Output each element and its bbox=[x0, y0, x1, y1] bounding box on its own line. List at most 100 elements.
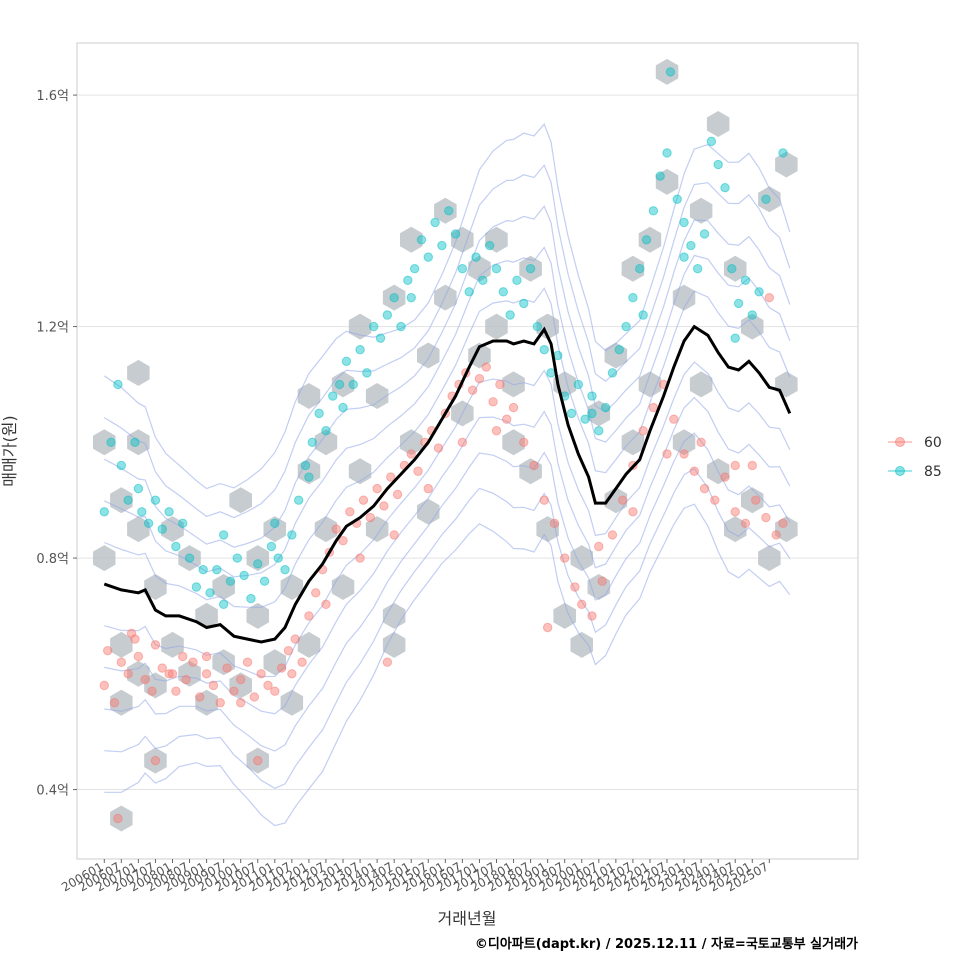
point-60 bbox=[242, 657, 253, 667]
point-85 bbox=[600, 402, 611, 413]
hexbin-cell bbox=[655, 58, 679, 85]
point-85 bbox=[178, 518, 188, 529]
point-85 bbox=[205, 588, 215, 598]
point-60 bbox=[457, 437, 468, 448]
hexbin-cell bbox=[553, 602, 576, 629]
point-60 bbox=[140, 674, 150, 685]
hexbin-cell bbox=[758, 186, 781, 213]
point-85 bbox=[416, 235, 427, 245]
point-60 bbox=[256, 669, 266, 679]
point-85 bbox=[587, 408, 597, 419]
hexbin-cell bbox=[741, 487, 764, 514]
point-60 bbox=[467, 385, 478, 395]
point-60 bbox=[617, 495, 628, 505]
hexbin-cell bbox=[314, 516, 338, 543]
point-60 bbox=[133, 651, 144, 662]
point-85 bbox=[116, 460, 127, 471]
point-85 bbox=[266, 541, 277, 552]
hexbin-cell bbox=[212, 574, 235, 600]
point-60 bbox=[304, 611, 314, 621]
point-60 bbox=[662, 449, 672, 459]
point-60 bbox=[102, 645, 113, 656]
point-85 bbox=[730, 333, 740, 343]
point-60 bbox=[270, 686, 280, 696]
point-60 bbox=[188, 657, 198, 667]
point-85 bbox=[375, 333, 386, 343]
density-contour bbox=[104, 432, 791, 752]
point-85 bbox=[113, 379, 123, 390]
point-85 bbox=[382, 310, 393, 320]
point-85 bbox=[355, 345, 365, 355]
point-60 bbox=[696, 437, 706, 448]
point-85 bbox=[621, 321, 631, 332]
point-60 bbox=[778, 518, 788, 529]
hexbin-cell bbox=[93, 429, 116, 456]
point-60 bbox=[669, 414, 679, 424]
point-60 bbox=[481, 362, 491, 372]
point-60 bbox=[386, 472, 396, 482]
density-contour bbox=[103, 123, 791, 490]
median-line-layer bbox=[103, 324, 792, 644]
hexbin-cell bbox=[570, 545, 593, 572]
point-85 bbox=[321, 426, 331, 436]
point-85 bbox=[662, 148, 672, 158]
point-60 bbox=[355, 553, 365, 563]
y-tick-label: 0.8억 bbox=[36, 552, 69, 567]
legend: 60 85 bbox=[888, 435, 942, 480]
point-60 bbox=[164, 669, 174, 679]
y-tick-label: 1.2억 bbox=[36, 321, 69, 336]
point-60 bbox=[587, 611, 597, 621]
median-line bbox=[103, 324, 792, 644]
point-85 bbox=[655, 171, 665, 181]
point-60 bbox=[201, 669, 212, 679]
caption: ©디아파트(dapt.kr) / 2025.12.11 / 자료=국토교통부 실… bbox=[475, 936, 858, 952]
point-60 bbox=[638, 426, 648, 436]
point-60 bbox=[542, 622, 553, 633]
point-85 bbox=[512, 275, 522, 285]
hexbin-cell bbox=[689, 371, 713, 398]
density-contour bbox=[104, 503, 791, 827]
point-85 bbox=[491, 264, 502, 274]
point-60 bbox=[474, 373, 485, 384]
point-85 bbox=[280, 564, 290, 575]
point-85 bbox=[679, 252, 689, 262]
point-60 bbox=[113, 813, 123, 824]
point-60 bbox=[710, 495, 720, 505]
point-60 bbox=[287, 669, 297, 679]
hexbin-cell bbox=[246, 602, 269, 629]
point-85 bbox=[259, 576, 270, 586]
point-85 bbox=[693, 264, 703, 274]
hexbin-cell bbox=[724, 255, 747, 282]
point-85 bbox=[665, 67, 676, 77]
hexbin-cell bbox=[621, 429, 645, 456]
hexbin-cell bbox=[519, 255, 542, 282]
y-axis-title: 매매가(원) bbox=[0, 415, 19, 486]
point-85 bbox=[641, 235, 652, 245]
hexbin-cell bbox=[331, 574, 355, 600]
density-contour bbox=[104, 361, 791, 678]
x-axis-title: 거래년월 bbox=[438, 909, 497, 928]
point-60 bbox=[720, 472, 730, 482]
hexbin-cell bbox=[365, 383, 389, 409]
point-85 bbox=[539, 345, 549, 355]
point-85 bbox=[253, 559, 263, 569]
point-60 bbox=[730, 507, 740, 517]
hexbin-cell bbox=[178, 660, 201, 687]
point-85 bbox=[587, 391, 597, 401]
point-60 bbox=[392, 489, 403, 500]
point-85 bbox=[720, 182, 730, 193]
point-60 bbox=[607, 530, 618, 540]
point-60 bbox=[222, 663, 232, 673]
hexbin-cell bbox=[451, 226, 474, 253]
point-85 bbox=[628, 292, 638, 303]
point-60 bbox=[699, 483, 710, 494]
hexbin-cell bbox=[297, 383, 321, 409]
hexbin-cell bbox=[689, 197, 713, 224]
point-85 bbox=[396, 321, 406, 332]
point-85 bbox=[225, 576, 236, 586]
point-60 bbox=[577, 599, 587, 610]
hexbin-cell bbox=[280, 574, 304, 600]
point-85 bbox=[130, 437, 140, 448]
point-85 bbox=[519, 298, 529, 309]
point-60 bbox=[99, 680, 109, 691]
